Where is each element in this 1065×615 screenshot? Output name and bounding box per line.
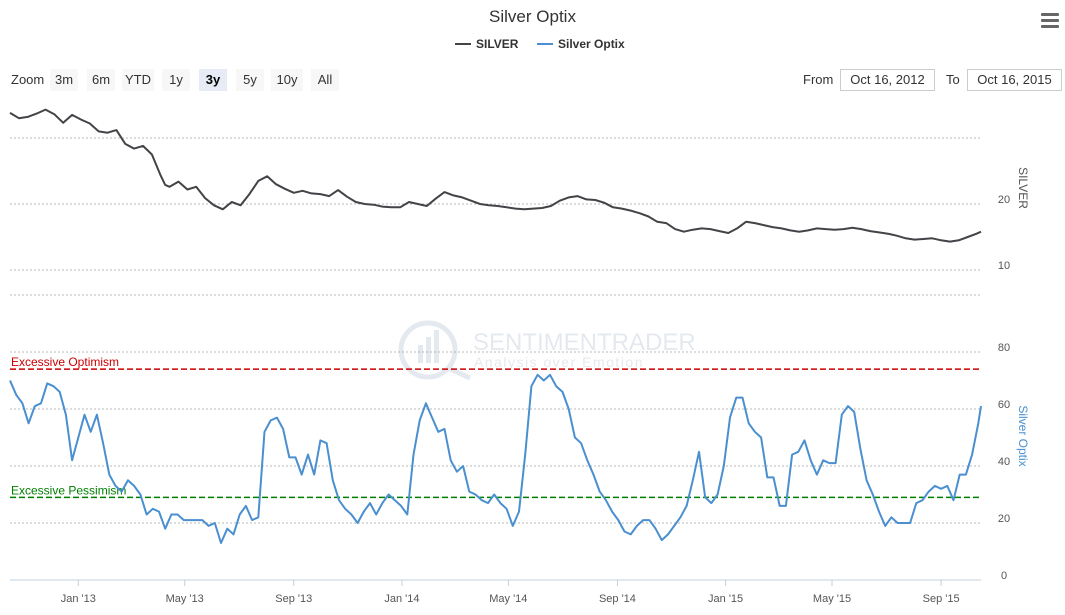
to-label: To <box>946 72 960 87</box>
zoom-button-3y[interactable]: 3y <box>199 69 227 91</box>
zoom-button-10y[interactable]: 10y <box>271 69 303 91</box>
menu-bar <box>1041 25 1059 28</box>
zoom-label: Zoom <box>11 72 45 87</box>
from-date-input[interactable]: Oct 16, 2012 <box>840 69 935 91</box>
legend-line-optix-icon <box>537 42 553 45</box>
silver-y-tick-label: 10 <box>998 260 1010 272</box>
axis-labels: 10 20 SILVER 0 20 40 60 80 Silver Optix Jan '13 Ma… <box>10 167 1030 605</box>
x-tick-label: May '13 <box>166 593 204 605</box>
x-tick-label: Jan '15 <box>708 593 743 605</box>
x-tick-label: Sep '15 <box>923 593 960 605</box>
silver-axis-title: SILVER <box>1016 167 1030 209</box>
zoom-button-6m[interactable]: 6m <box>87 69 115 91</box>
x-tick-label: Sep '14 <box>599 593 636 605</box>
legend-item-silver[interactable]: SILVER <box>455 35 518 53</box>
excessive-pessimism-label: Excessive Pessimism <box>11 483 126 497</box>
legend-label-silver: SILVER <box>476 36 519 51</box>
legend-item-silver-optix[interactable]: Silver Optix <box>537 35 625 53</box>
reference-lines: Excessive Optimism Excessive Pessimism <box>10 355 981 499</box>
watermark-logo-bar <box>426 337 431 363</box>
optix-y-tick-label: 60 <box>998 399 1010 411</box>
zoom-button-1y[interactable]: 1y <box>162 69 190 91</box>
series-lines <box>9 108 982 544</box>
watermark-brand: SENTIMENTRADER <box>473 329 696 356</box>
legend-label-silver-optix: Silver Optix <box>558 36 625 51</box>
x-tick-label: May '14 <box>489 593 527 605</box>
to-date-input[interactable]: Oct 16, 2015 <box>967 69 1062 91</box>
x-tick-label: Jan '13 <box>61 593 96 605</box>
silver-price-line[interactable] <box>9 108 982 243</box>
zoom-button-5y[interactable]: 5y <box>236 69 264 91</box>
optix-y-tick-label: 80 <box>998 342 1010 354</box>
menu-bar <box>1041 19 1059 22</box>
optix-y-tick-label: 40 <box>998 456 1010 468</box>
menu-bar <box>1041 13 1059 16</box>
hamburger-menu-icon[interactable] <box>1041 13 1059 29</box>
zoom-button-all[interactable]: All <box>311 69 339 91</box>
legend-line-silver-icon <box>455 42 471 45</box>
x-tick-label: May '15 <box>813 593 851 605</box>
chart-title: Silver Optix <box>489 7 576 26</box>
x-tick-label: Jan '14 <box>384 593 419 605</box>
zoom-button-ytd[interactable]: YTD <box>122 69 154 91</box>
excessive-optimism-label: Excessive Optimism <box>11 355 119 369</box>
from-label: From <box>803 72 834 87</box>
x-tick-label: Sep '13 <box>275 593 312 605</box>
optix-axis-title: Silver Optix <box>1016 405 1030 466</box>
silver-optix-line[interactable] <box>9 373 982 544</box>
watermark-logo-bar <box>434 330 439 363</box>
silver-y-tick-label: 20 <box>998 194 1010 206</box>
watermark-logo-bar <box>418 345 423 363</box>
watermark-logo-icon <box>398 320 458 380</box>
watermark-tagline: Analysis over Emotion <box>474 354 644 370</box>
zoom-button-3m[interactable]: 3m <box>50 69 78 91</box>
optix-y-tick-label: 0 <box>1001 570 1007 582</box>
sentimentrader-watermark: SENTIMENTRADER Analysis over Emotion <box>398 320 696 381</box>
optix-y-tick-label: 20 <box>998 513 1010 525</box>
